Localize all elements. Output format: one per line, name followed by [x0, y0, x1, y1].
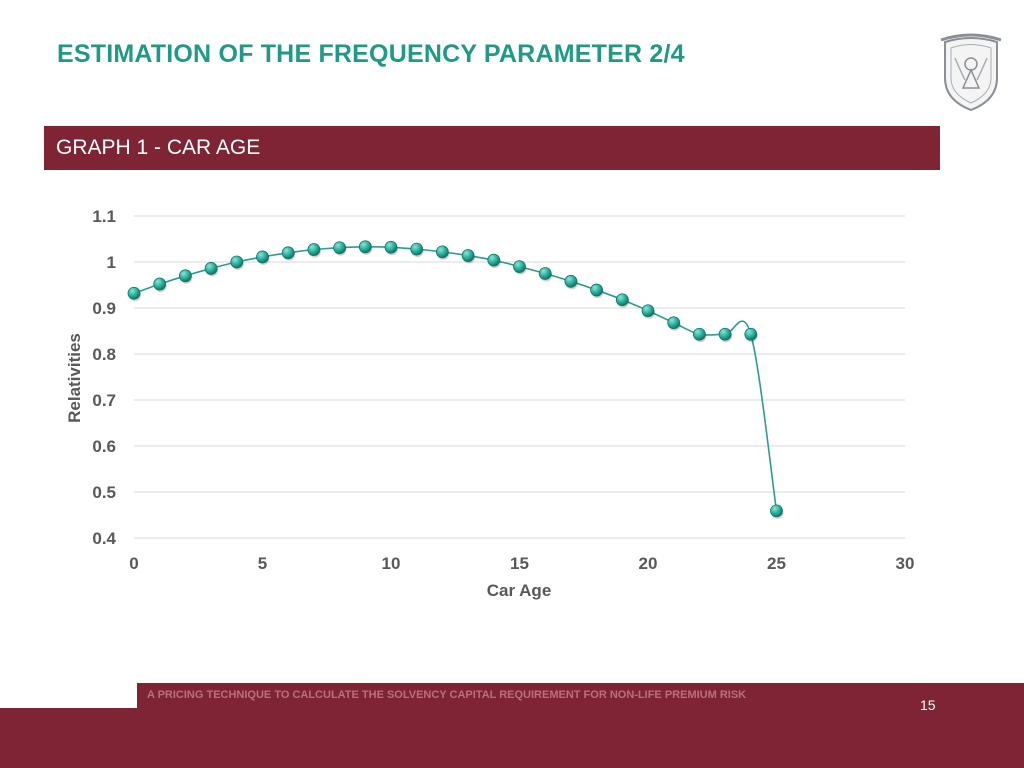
- x-tick-label: 20: [639, 554, 658, 573]
- data-point: [256, 250, 269, 264]
- data-point: [127, 286, 141, 300]
- footer-strip: [137, 683, 1024, 709]
- series-line: [133, 246, 778, 511]
- y-tick-label: 0.9: [92, 299, 116, 318]
- data-point: [487, 253, 501, 267]
- x-tick-label: 15: [510, 554, 529, 573]
- x-tick-label: 0: [129, 554, 138, 573]
- page-number: 15: [920, 697, 936, 713]
- data-point: [667, 316, 681, 330]
- y-tick-labels: 0.4 0.5 0.6 0.7 0.8 0.9 1 1.1: [92, 207, 116, 548]
- data-point: [153, 277, 167, 291]
- data-point: [204, 262, 218, 275]
- data-point: [333, 241, 347, 255]
- y-tick-label: 0.8: [92, 345, 116, 364]
- x-tick-label: 30: [896, 554, 915, 573]
- data-point: [615, 293, 629, 307]
- y-tick-label: 0.5: [92, 483, 116, 502]
- x-tick-label: 25: [767, 554, 786, 573]
- slide-title: ESTIMATION OF THE FREQUENCY PARAMETER 2/…: [57, 40, 685, 68]
- data-point: [178, 269, 192, 283]
- data-point: [230, 255, 244, 269]
- data-point: [744, 327, 758, 341]
- x-axis-label: Car Age: [487, 581, 552, 600]
- x-tick-labels: 0 5 10 15 20 25 30: [129, 554, 914, 573]
- y-tick-label: 0.6: [92, 437, 116, 456]
- data-point: [307, 243, 321, 256]
- footer-band: [0, 708, 1024, 768]
- data-point: [358, 240, 372, 254]
- data-point: [564, 274, 578, 288]
- data-point: [693, 327, 706, 341]
- y-tick-label: 0.7: [92, 391, 116, 410]
- y-tick-label: 1: [107, 253, 116, 272]
- university-seal-icon: [940, 33, 1002, 112]
- data-point: [590, 283, 603, 297]
- footer-text: A PRICING TECHNIQUE TO CALCULATE THE SOL…: [147, 689, 747, 701]
- graph-banner: GRAPH 1 - CAR AGE: [44, 126, 940, 170]
- data-point: [513, 260, 526, 274]
- data-point: [718, 327, 732, 341]
- y-tick-label: 0.4: [92, 529, 116, 548]
- y-tick-label: 1.1: [92, 207, 116, 226]
- data-point: [770, 504, 783, 518]
- x-tick-label: 5: [258, 554, 267, 573]
- data-point: [384, 240, 398, 254]
- data-point: [641, 304, 655, 318]
- x-tick-label: 10: [382, 554, 401, 573]
- car-age-chart: 0.4 0.5 0.6 0.7 0.8 0.9 1 1.1 0 5 10 15 20 25 30 Car …: [65, 207, 914, 600]
- y-axis-label: Relativities: [65, 333, 84, 423]
- data-point: [410, 242, 424, 256]
- data-points: [127, 240, 784, 519]
- data-point: [461, 249, 475, 262]
- graph-banner-label: GRAPH 1 - CAR AGE: [56, 136, 261, 159]
- data-point: [281, 246, 295, 260]
- data-point: [435, 245, 449, 259]
- data-point: [538, 267, 552, 280]
